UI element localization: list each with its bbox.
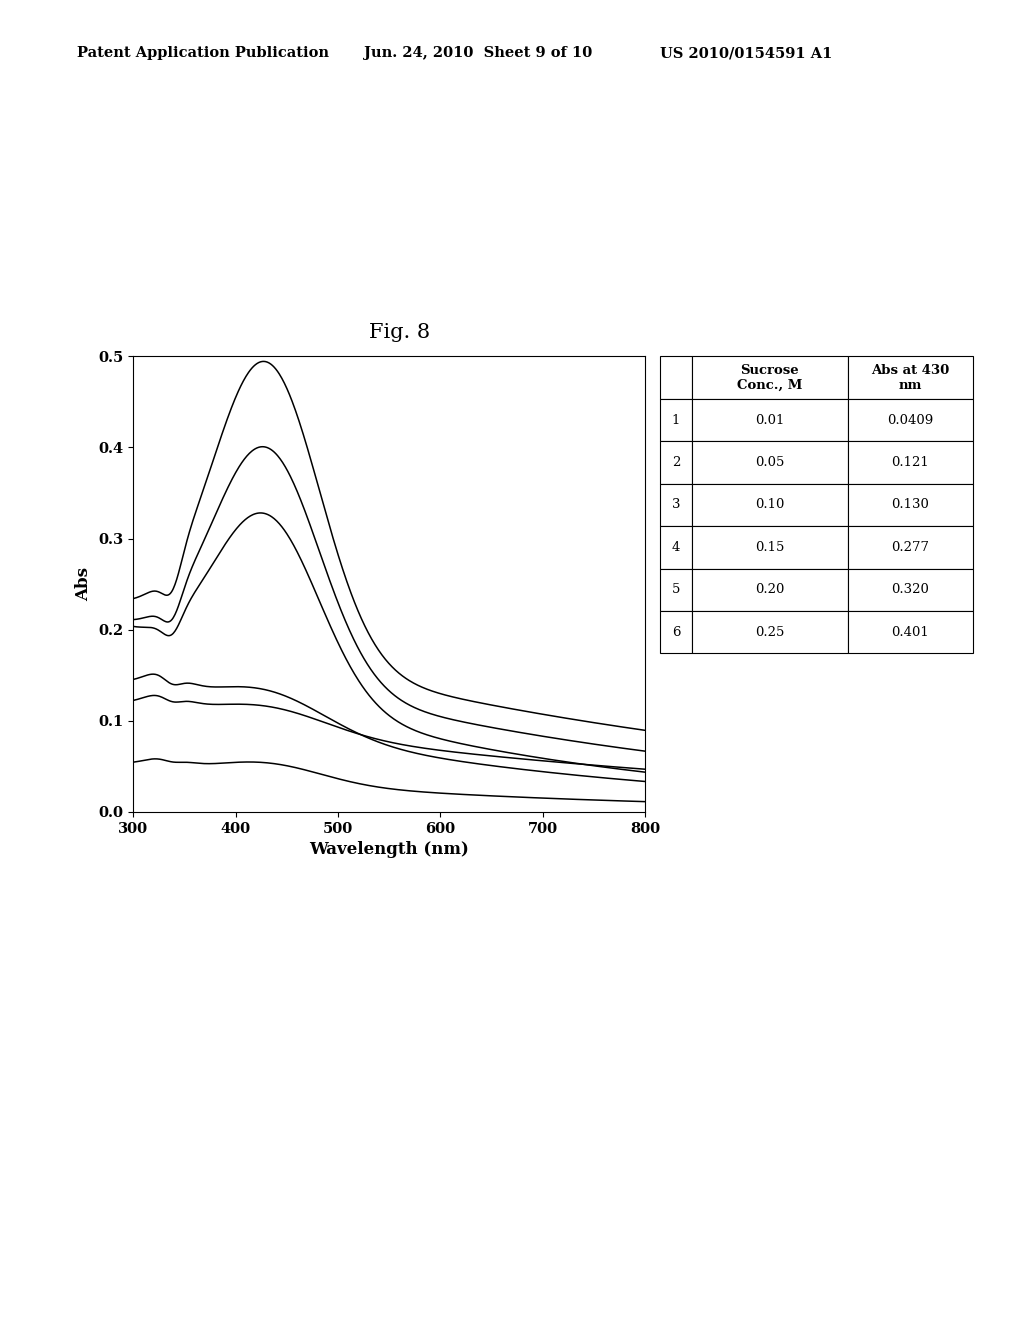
Y-axis label: Abs: Abs (76, 568, 92, 601)
Text: US 2010/0154591 A1: US 2010/0154591 A1 (660, 46, 833, 61)
Text: Fig. 8: Fig. 8 (369, 323, 430, 342)
Text: Patent Application Publication: Patent Application Publication (77, 46, 329, 61)
Text: Jun. 24, 2010  Sheet 9 of 10: Jun. 24, 2010 Sheet 9 of 10 (364, 46, 592, 61)
X-axis label: Wavelength (nm): Wavelength (nm) (309, 841, 469, 858)
